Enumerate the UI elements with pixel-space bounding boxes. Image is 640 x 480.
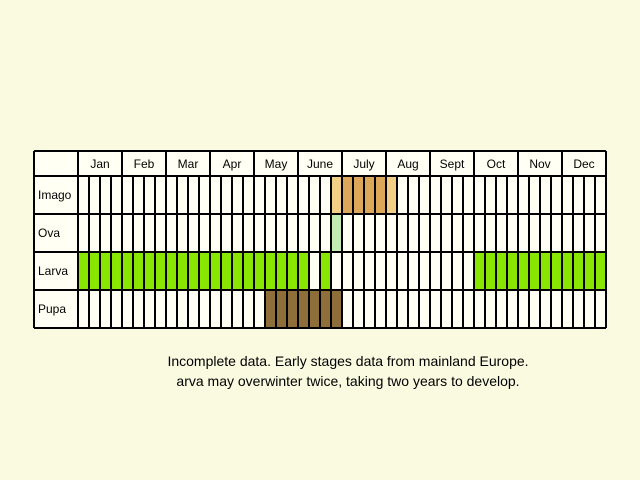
month-label: Oct [487,157,506,171]
caption-line-2: arva may overwinter twice, taking two ye… [176,373,520,389]
pupa-bar [265,290,342,328]
caption-line-1: Incomplete data. Early stages data from … [167,353,529,369]
month-label: Apr [223,157,242,171]
stage-label-imago: Imago [38,188,72,202]
imago-bar-faded [331,176,342,214]
stage-label-larva: Larva [38,264,68,278]
month-label: June [307,157,333,171]
stage-label-pupa: Pupa [38,302,66,316]
month-label: Dec [573,157,594,171]
month-label: Sept [440,157,465,171]
month-label: Feb [134,157,155,171]
larva-bar [78,252,309,290]
month-label: Aug [397,157,418,171]
month-label: Jan [90,157,109,171]
month-label: Nov [529,157,550,171]
stage-label-ova: Ova [38,226,60,240]
labels: Jan Feb Mar Apr May June July Aug Sept Oct Nov Dec I… [38,157,595,316]
month-label: July [353,157,374,171]
larva-bar [320,252,331,290]
imago-bar-faded [386,176,397,214]
grid-lines [33,150,607,329]
ova-bar [331,214,342,252]
month-label: Mar [178,157,199,171]
month-label: May [265,157,288,171]
